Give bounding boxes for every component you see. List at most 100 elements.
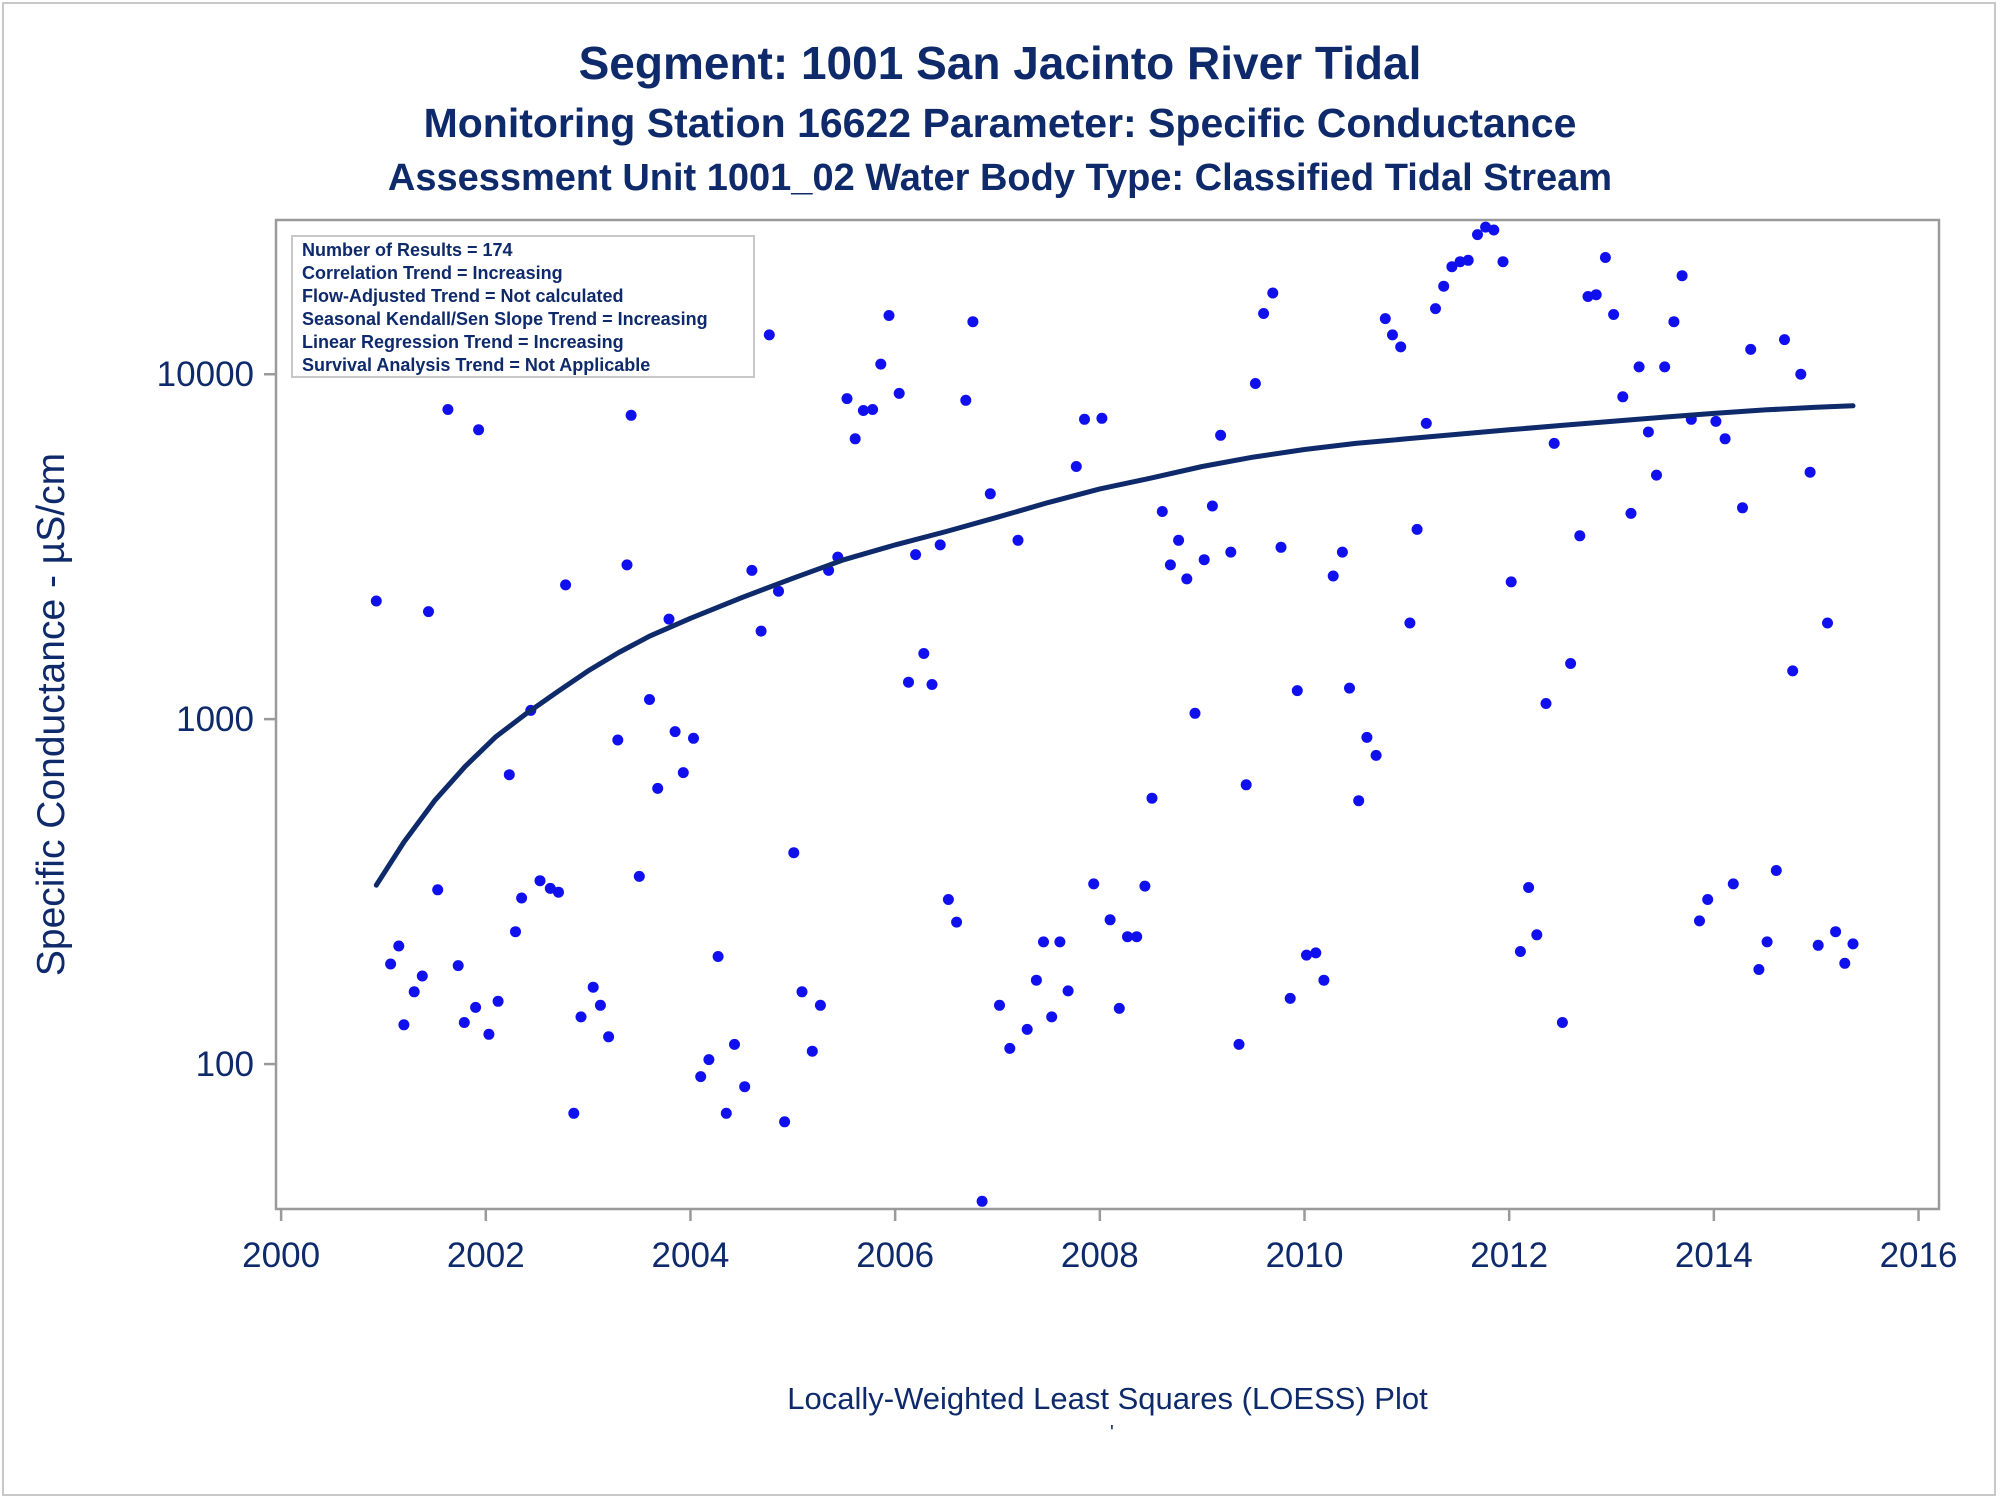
plot-area	[274, 218, 1941, 1211]
data-point	[1284, 992, 1296, 1004]
data-point	[534, 875, 546, 887]
data-point	[492, 995, 504, 1007]
data-point	[1420, 417, 1432, 429]
data-point	[1556, 1017, 1568, 1028]
data-point	[1198, 554, 1210, 566]
data-point	[370, 595, 382, 607]
data-point	[452, 960, 464, 972]
data-point	[423, 606, 434, 618]
data-point	[1104, 914, 1116, 926]
data-point	[544, 882, 556, 894]
chart-subtitle-assessment: Assessment Unit 1001_02 Water Body Type:…	[387, 157, 1613, 199]
x-tick-label: 2016	[1880, 1236, 1958, 1275]
y-axis: 100 1000 10000	[157, 355, 276, 1084]
data-point	[1633, 361, 1645, 373]
chart-subtitle-station: Monitoring Station 16622 Parameter: Spec…	[423, 100, 1577, 146]
data-point	[796, 986, 808, 998]
data-point	[1318, 974, 1330, 986]
data-point	[1030, 974, 1042, 986]
data-point	[1004, 1042, 1016, 1054]
data-point	[1599, 252, 1611, 263]
data-point	[1336, 546, 1348, 558]
data-point	[1505, 576, 1517, 588]
data-point	[1054, 936, 1066, 948]
x-tick-label: 2000	[242, 1236, 320, 1275]
data-point	[1046, 1011, 1058, 1023]
stats-line: Seasonal Kendall/Sen Slope Trend = Incre…	[302, 309, 708, 329]
data-point	[1079, 413, 1090, 425]
stats-legend-border	[291, 235, 755, 378]
stats-line: Flow-Adjusted Trend = Not calculated	[302, 286, 624, 306]
data-point	[1590, 289, 1602, 301]
data-point	[503, 769, 515, 781]
data-point	[1240, 779, 1252, 791]
data-point	[1659, 361, 1671, 373]
data-point	[1531, 929, 1543, 941]
data-point	[1215, 429, 1227, 441]
data-point	[1291, 685, 1303, 697]
data-point	[755, 625, 767, 637]
data-point	[1462, 254, 1474, 266]
data-point	[1310, 947, 1322, 959]
data-point	[806, 1045, 818, 1057]
data-point	[408, 986, 420, 998]
data-point	[984, 488, 996, 500]
y-axis-title: Specific Conductance - µS/cm	[30, 453, 73, 976]
data-point	[1676, 270, 1688, 282]
data-point	[1488, 224, 1500, 236]
data-point	[1822, 617, 1833, 629]
data-point	[1370, 749, 1382, 761]
data-point	[1173, 534, 1185, 546]
data-point	[393, 940, 405, 952]
data-point	[594, 999, 606, 1011]
data-point	[788, 847, 800, 859]
data-point	[1353, 795, 1365, 807]
data-point	[1258, 308, 1270, 319]
data-point	[942, 894, 954, 905]
data-point	[1361, 731, 1373, 743]
data-point	[926, 679, 938, 690]
data-point	[893, 387, 905, 399]
data-point	[1514, 946, 1526, 957]
data-point	[1608, 309, 1620, 320]
stats-legend: Number of Results = 174 Correlation Tren…	[291, 235, 755, 378]
data-point	[1411, 523, 1423, 535]
data-point	[1249, 378, 1261, 389]
data-point	[1565, 658, 1577, 669]
data-point	[385, 958, 397, 970]
stats-line: Number of Results = 174	[302, 240, 513, 260]
data-point	[1146, 792, 1158, 804]
footnote: Locally-Weighted Least Squares (LOESS) P…	[787, 1381, 1428, 1416]
data-point	[729, 1038, 740, 1050]
data-point	[1438, 280, 1450, 292]
data-point	[1497, 256, 1509, 268]
data-point	[1206, 500, 1218, 512]
data-point	[875, 358, 887, 370]
data-point	[1753, 964, 1765, 975]
data-point	[1387, 329, 1398, 341]
data-point	[1301, 949, 1312, 961]
data-point	[746, 564, 758, 576]
data-point	[398, 1019, 410, 1031]
data-point	[1395, 341, 1407, 353]
data-point	[1761, 936, 1773, 948]
data-point	[903, 676, 914, 688]
data-point	[967, 316, 979, 328]
data-point	[1523, 882, 1535, 893]
stats-line: Correlation Trend = Increasing	[302, 263, 563, 283]
data-point	[1830, 926, 1842, 938]
data-point	[669, 726, 681, 738]
data-point	[458, 1017, 470, 1028]
data-point	[1012, 534, 1024, 546]
y-tick-label: 10000	[157, 355, 254, 394]
data-point	[1702, 894, 1714, 905]
y-tick-label: 1000	[176, 700, 254, 739]
data-point	[677, 767, 689, 779]
stats-line: Linear Regression Trend = Increasing	[302, 332, 624, 352]
data-point	[442, 404, 454, 415]
data-point	[883, 310, 895, 321]
data-point	[560, 579, 572, 591]
data-point	[1267, 287, 1279, 299]
